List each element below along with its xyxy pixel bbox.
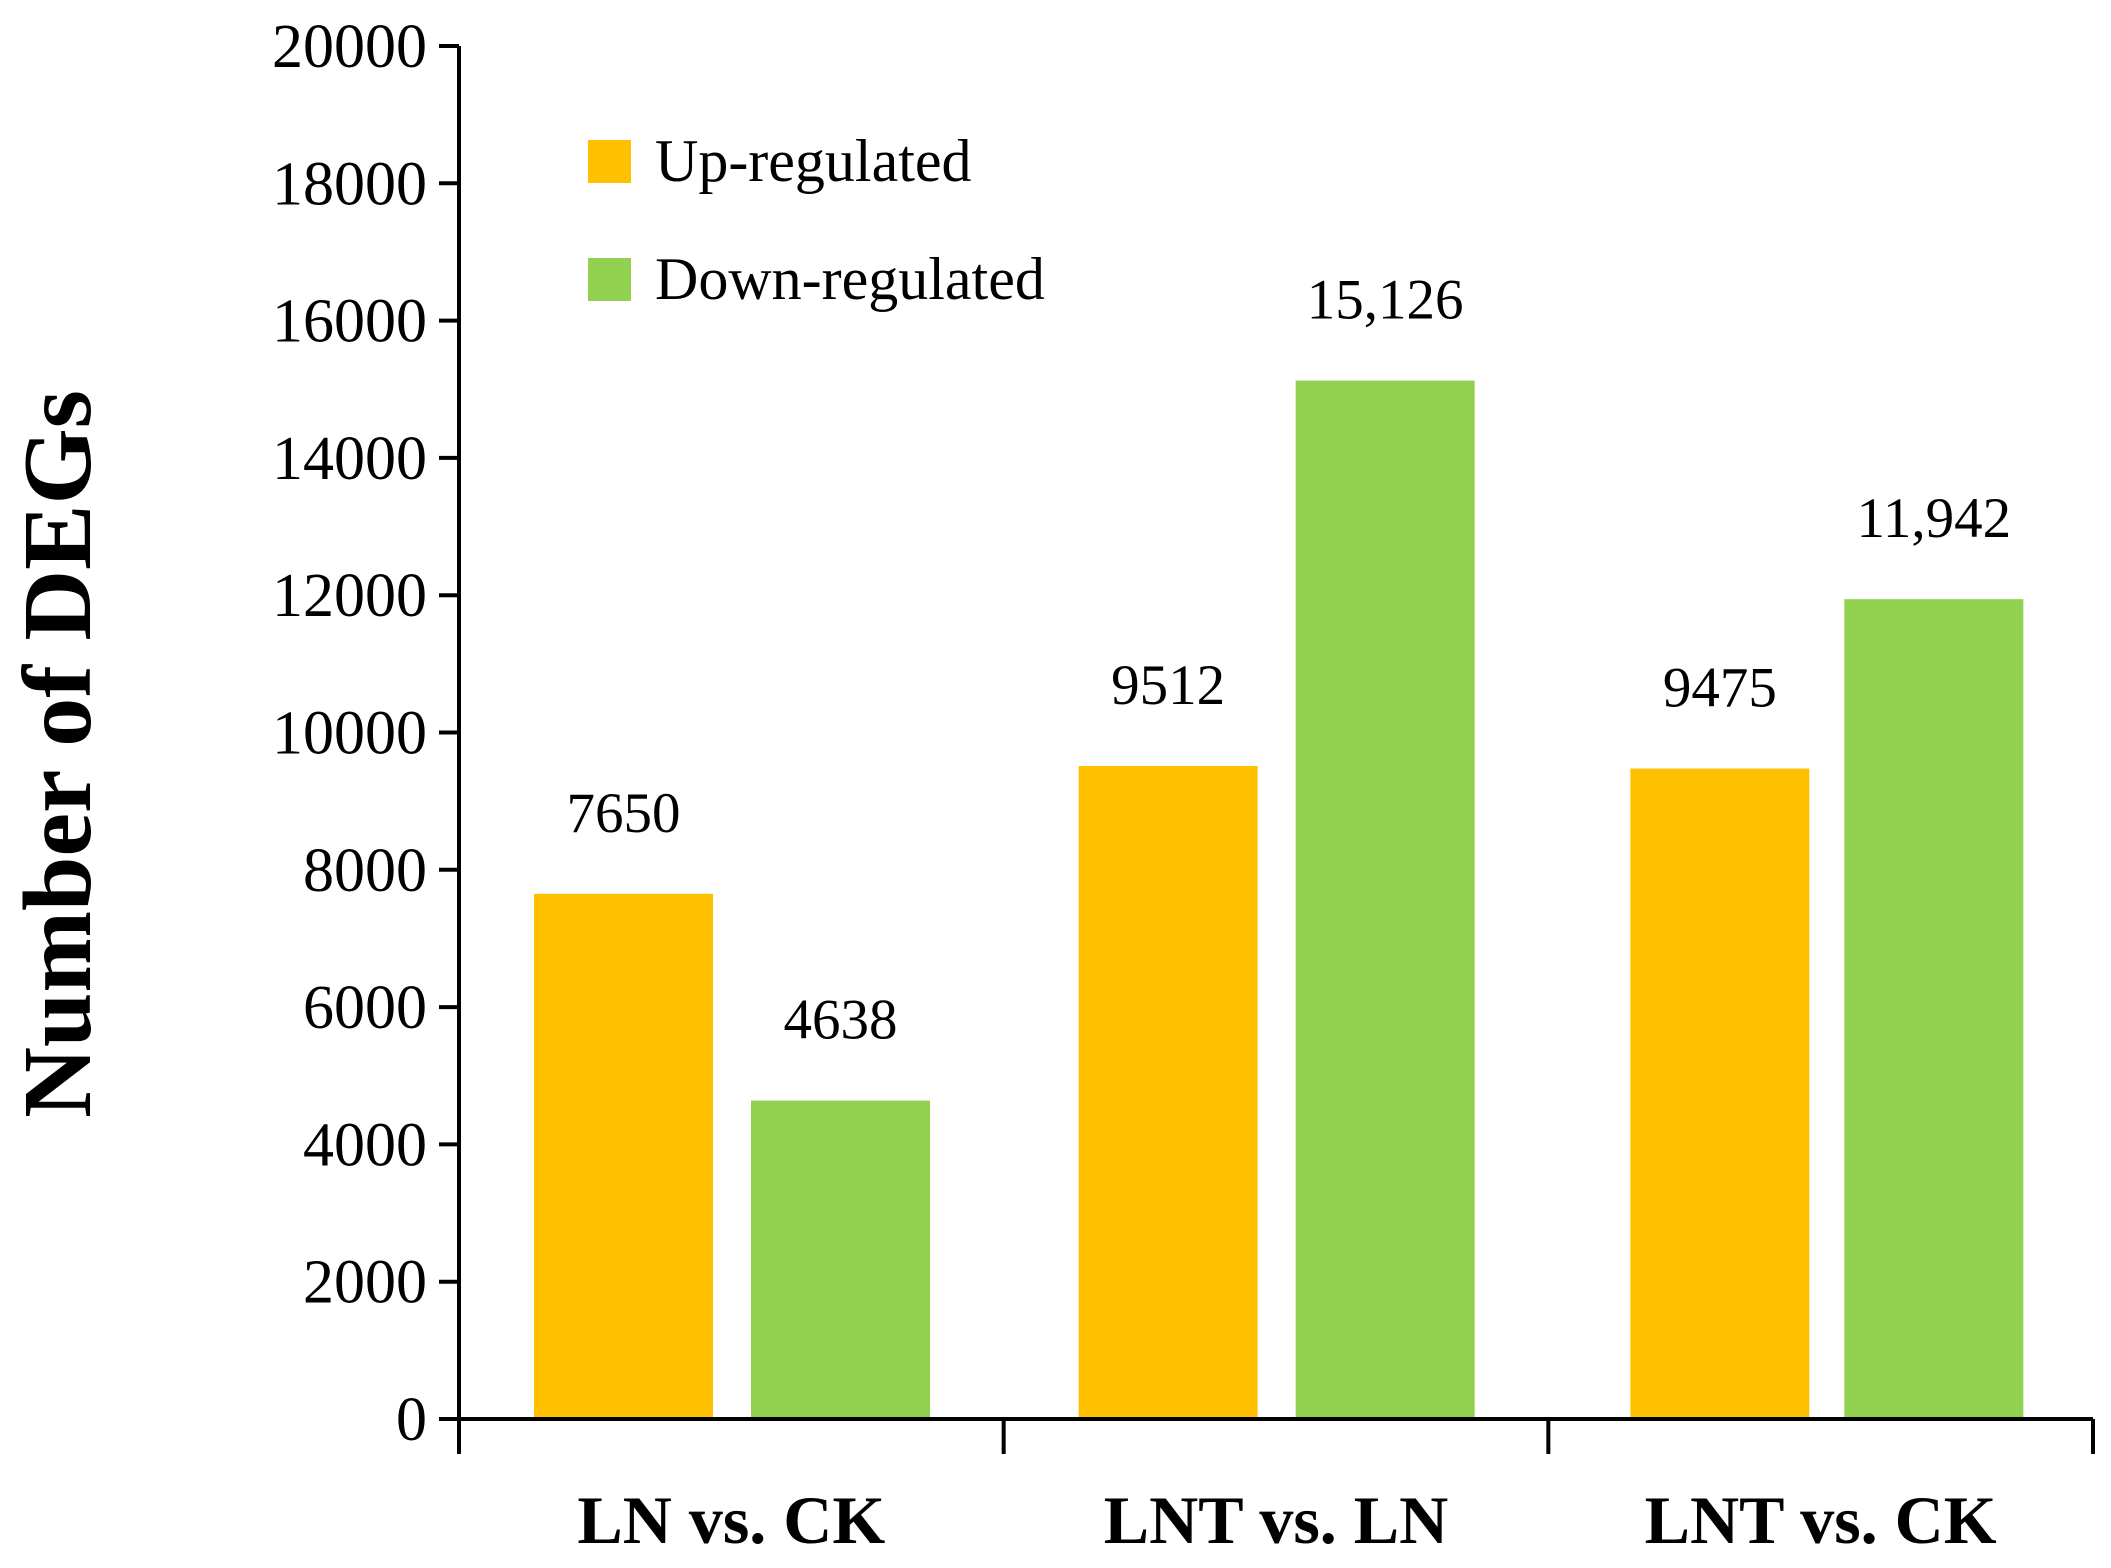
- y-tick-label: 18000: [272, 150, 427, 218]
- legend-label-up: Up-regulated: [655, 128, 972, 194]
- legend: Up-regulated Down-regulated: [588, 128, 1045, 312]
- bar-down: [751, 1100, 930, 1419]
- data-label: 9512: [1111, 654, 1225, 717]
- data-label: 15,126: [1307, 269, 1464, 332]
- y-tick-label: 6000: [303, 974, 427, 1042]
- y-tick-label: 16000: [272, 288, 427, 356]
- y-tick-label: 12000: [272, 562, 427, 630]
- y-tick-label: 14000: [272, 425, 427, 493]
- data-label: 7650: [567, 782, 681, 845]
- data-label: 11,942: [1857, 487, 2012, 550]
- legend-label-down: Down-regulated: [655, 246, 1045, 312]
- y-tick-label: 0: [396, 1386, 427, 1454]
- bar-up: [1630, 768, 1810, 1419]
- bar-down: [1295, 380, 1475, 1419]
- y-tick-label: 4000: [303, 1111, 427, 1179]
- y-tick-label: 10000: [272, 700, 427, 768]
- x-tick-label: LN vs. CK: [577, 1482, 885, 1558]
- bar-up: [534, 893, 713, 1419]
- legend-swatch-up: [588, 140, 631, 183]
- bar-up: [1078, 766, 1258, 1419]
- x-tick-label: LNT vs. LN: [1104, 1482, 1449, 1558]
- y-tick-label: 8000: [303, 837, 427, 905]
- y-axis-label: Number of DEGs: [4, 390, 112, 1118]
- y-tick-label: 20000: [272, 13, 427, 81]
- x-tick-label: LNT vs. CK: [1645, 1482, 1997, 1558]
- y-tick-label: 2000: [303, 1249, 427, 1317]
- data-label: 9475: [1663, 657, 1777, 720]
- bar-down: [1844, 599, 2024, 1419]
- data-label: 4638: [784, 989, 898, 1052]
- legend-swatch-down: [588, 258, 631, 301]
